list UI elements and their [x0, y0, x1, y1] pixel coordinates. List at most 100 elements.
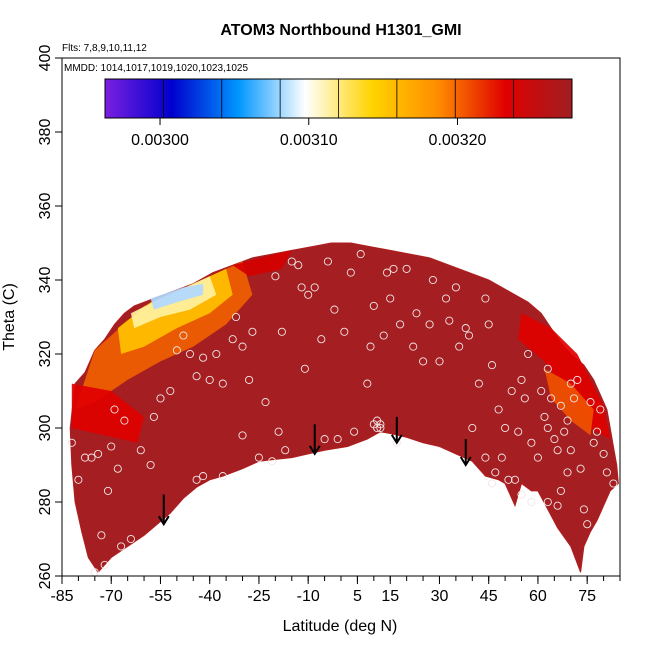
- data-point: [527, 497, 536, 507]
- data-point: [419, 357, 428, 366]
- data-point: [126, 534, 135, 544]
- data-point: [464, 331, 474, 340]
- data-point: [117, 542, 126, 551]
- data-point: [527, 438, 536, 447]
- data-point: [573, 375, 582, 384]
- data-point: [396, 320, 405, 329]
- data-point: [333, 435, 342, 444]
- data-point: [330, 305, 339, 314]
- data-point: [346, 268, 355, 277]
- x-tick-label: 45: [480, 588, 498, 605]
- data-point: [179, 331, 188, 340]
- data-point: [212, 349, 221, 359]
- data-point: [97, 531, 106, 540]
- y-tick-label: 300: [37, 415, 54, 442]
- region-sh-lower-red: [71, 383, 145, 443]
- data-point: [579, 505, 588, 514]
- data-point: [484, 320, 493, 329]
- y-tick-label: 400: [37, 45, 54, 72]
- data-point: [524, 349, 533, 359]
- data-point: [113, 464, 122, 473]
- data-point: [494, 405, 503, 414]
- data-point: [340, 327, 349, 336]
- data-point: [566, 379, 575, 388]
- data-point: [149, 412, 158, 421]
- x-tick-label: 30: [431, 588, 449, 605]
- data-point: [218, 472, 227, 481]
- data-point: [366, 342, 375, 351]
- y-axis-label: Theta (C): [1, 283, 18, 351]
- data-point: [281, 446, 290, 455]
- data-point: [468, 423, 477, 433]
- x-tick-label: -10: [297, 588, 320, 605]
- data-point: [497, 453, 506, 462]
- data-point: [517, 490, 526, 499]
- data-point: [103, 486, 113, 495]
- data-point: [192, 475, 201, 484]
- data-point: [136, 446, 145, 455]
- colorbar-tick-label: 0.00320: [429, 132, 487, 149]
- data-point: [90, 568, 99, 576]
- data-point: [553, 446, 562, 455]
- data-point: [205, 375, 214, 384]
- data-point: [156, 394, 165, 403]
- data-point: [254, 453, 263, 462]
- data-point: [566, 446, 575, 455]
- data-point: [474, 379, 483, 388]
- dates-label: MMDD: 1014,1017,1019,1020,1023,1025: [64, 63, 248, 74]
- data-point: [481, 453, 490, 462]
- x-tick-label: 75: [578, 588, 596, 605]
- x-axis-label: Latitude (deg N): [283, 618, 398, 635]
- data-point: [67, 438, 76, 447]
- data-point: [560, 427, 569, 436]
- data-point: [537, 386, 546, 396]
- data-point: [228, 335, 237, 344]
- data-point: [146, 460, 155, 470]
- data-point: [304, 290, 313, 299]
- data-point: [501, 423, 510, 433]
- data-point: [199, 353, 208, 362]
- data-point: [543, 497, 552, 507]
- data-point: [517, 375, 526, 384]
- data-point: [271, 272, 280, 281]
- data-point: [100, 560, 109, 569]
- x-tick-label: 5: [353, 588, 362, 605]
- data-point: [602, 468, 611, 477]
- data-point: [172, 346, 181, 355]
- data-point: [550, 435, 559, 444]
- data-point: [461, 324, 470, 333]
- arrow-head: [390, 434, 403, 445]
- data-point: [543, 423, 552, 433]
- chart-title: ATOM3 Northbound H1301_GMI: [220, 22, 461, 39]
- data-point: [481, 294, 490, 303]
- data-point: [87, 453, 96, 462]
- data-point: [356, 250, 365, 259]
- data-point: [553, 501, 562, 510]
- x-tick-label: 15: [381, 588, 399, 605]
- data-point: [556, 401, 565, 410]
- colorbar-tick-label: 0.00310: [280, 132, 338, 149]
- x-tick-label: -55: [149, 588, 172, 605]
- data-point: [435, 357, 444, 366]
- y-tick-label: 340: [37, 267, 54, 294]
- data-point: [569, 394, 579, 403]
- data-point: [294, 261, 303, 270]
- data-point: [455, 342, 464, 351]
- x-tick-label: -40: [198, 588, 221, 605]
- data-point: [261, 398, 270, 407]
- data-point: [504, 475, 513, 484]
- field-area: [69, 242, 619, 574]
- data-point: [110, 405, 119, 414]
- data-point: [586, 398, 595, 407]
- data-point: [428, 275, 437, 285]
- data-point: [369, 301, 378, 310]
- data-point: [576, 464, 585, 473]
- data-point: [425, 320, 434, 329]
- arrow-head: [308, 445, 321, 456]
- arrow-head: [459, 456, 472, 467]
- data-point: [389, 264, 398, 273]
- y-tick-label: 280: [37, 489, 54, 516]
- data-point: [592, 427, 602, 436]
